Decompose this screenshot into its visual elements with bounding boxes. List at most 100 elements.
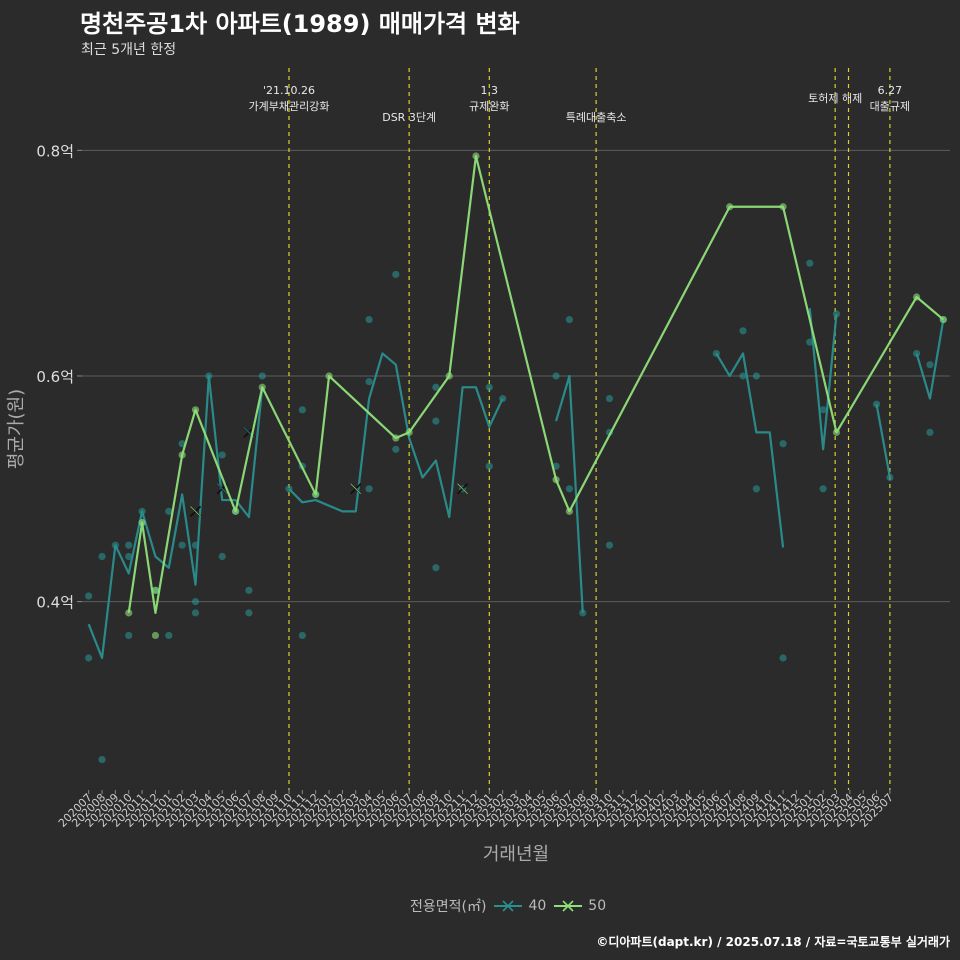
series-line-40 bbox=[875, 403, 891, 478]
data-point-40 bbox=[245, 609, 253, 617]
data-point-50 bbox=[231, 507, 240, 515]
legend: 전용면적(㎡) 40 50 bbox=[410, 896, 606, 916]
data-point-40 bbox=[752, 372, 760, 380]
data-point-50 bbox=[151, 631, 160, 640]
y-tick-label: 0.8억 bbox=[36, 142, 74, 160]
legend-title: 전용면적(㎡) bbox=[410, 899, 487, 915]
data-point-40 bbox=[779, 654, 787, 662]
data-point-50 bbox=[312, 490, 320, 499]
data-point-40 bbox=[485, 383, 493, 391]
data-point-40 bbox=[739, 327, 747, 335]
event-label: 가계부채관리강화 bbox=[249, 100, 330, 113]
data-point-50 bbox=[552, 476, 560, 484]
data-point-40 bbox=[165, 631, 173, 640]
data-point-50 bbox=[565, 507, 574, 515]
data-point-40 bbox=[205, 372, 213, 380]
data-point-40 bbox=[285, 485, 293, 493]
x-marker-stroke bbox=[216, 483, 228, 495]
x-marker-stroke bbox=[190, 505, 201, 517]
series-line-40 bbox=[87, 374, 264, 660]
data-point-40 bbox=[98, 755, 106, 764]
data-point-50 bbox=[258, 383, 266, 391]
data-point-40 bbox=[872, 400, 881, 408]
data-point-40 bbox=[258, 372, 266, 380]
event-label: 대출규제 bbox=[870, 100, 910, 113]
data-point-40 bbox=[218, 552, 226, 561]
data-point-40 bbox=[779, 440, 787, 448]
data-point-40 bbox=[432, 383, 440, 391]
data-point-40 bbox=[485, 462, 493, 470]
data-point-40 bbox=[913, 349, 921, 358]
x-marker-50 bbox=[456, 483, 469, 495]
event-label: 규제완화 bbox=[469, 100, 509, 113]
legend-swatch-40 bbox=[494, 900, 523, 912]
data-point-40 bbox=[605, 394, 614, 403]
data-point-50 bbox=[178, 451, 186, 459]
x-marker-50 bbox=[189, 505, 202, 517]
data-point-50 bbox=[726, 203, 734, 211]
data-point-40 bbox=[85, 592, 93, 600]
x-marker-stroke bbox=[457, 483, 468, 495]
data-point-40 bbox=[125, 552, 133, 561]
data-point-40 bbox=[432, 564, 440, 572]
series-line-40 bbox=[808, 308, 838, 451]
series-line-40 bbox=[555, 374, 584, 613]
data-point-50 bbox=[779, 203, 787, 211]
data-point-40 bbox=[432, 417, 440, 425]
data-point-40 bbox=[218, 451, 226, 459]
legend-swatch-50 bbox=[554, 900, 583, 912]
event-label: 6.27 bbox=[878, 84, 903, 97]
x-marker-50 bbox=[350, 483, 362, 495]
event-label: 토허제 해제 bbox=[808, 91, 862, 105]
data-point-40 bbox=[565, 485, 574, 493]
data-point-50 bbox=[405, 428, 413, 436]
data-point-50 bbox=[832, 428, 841, 436]
data-point-40 bbox=[819, 485, 827, 493]
data-point-50 bbox=[939, 315, 947, 324]
data-point-40 bbox=[178, 541, 186, 549]
legend-label-40: 40 bbox=[528, 898, 547, 914]
data-point-40 bbox=[365, 315, 373, 324]
series-line-40 bbox=[915, 319, 945, 400]
legend-item-40: 40 bbox=[494, 898, 546, 914]
series-line-50 bbox=[127, 154, 945, 614]
data-point-40 bbox=[752, 485, 760, 493]
data-point-40 bbox=[191, 541, 200, 549]
data-point-40 bbox=[926, 361, 934, 369]
data-point-40 bbox=[552, 372, 560, 380]
data-point-40 bbox=[886, 473, 894, 482]
source-footer: ©디아파트(dapt.kr) / 2025.07.18 / 자료=국토교통부 실… bbox=[596, 935, 950, 949]
data-point-40 bbox=[819, 406, 827, 414]
data-point-40 bbox=[125, 541, 133, 549]
data-point-50 bbox=[151, 586, 160, 594]
data-point-50 bbox=[472, 152, 480, 160]
data-point-40 bbox=[499, 394, 507, 403]
event-label: '21.10.26 bbox=[263, 84, 315, 97]
event-label: 특례대출축소 bbox=[566, 111, 627, 124]
data-point-40 bbox=[806, 338, 814, 346]
data-point-40 bbox=[138, 507, 146, 515]
data-point-40 bbox=[806, 259, 814, 267]
x-marker-stroke bbox=[350, 483, 362, 495]
data-point-40 bbox=[365, 378, 373, 386]
chart-title: 명천주공1차 아파트(1989) 매매가격 변화 bbox=[80, 10, 520, 38]
data-point-40 bbox=[245, 586, 253, 594]
data-point-50 bbox=[325, 372, 333, 380]
data-point-40 bbox=[85, 654, 93, 662]
data-point-40 bbox=[125, 631, 133, 640]
data-point-40 bbox=[392, 445, 400, 453]
y-axis-title: 평균가(원) bbox=[6, 389, 27, 469]
y-tick-label: 0.6억 bbox=[36, 368, 74, 386]
event-label: 1.3 bbox=[481, 84, 499, 97]
data-point-50 bbox=[392, 434, 400, 442]
data-point-40 bbox=[712, 349, 720, 358]
legend-label-50: 50 bbox=[588, 898, 607, 914]
data-point-50 bbox=[913, 293, 921, 301]
data-point-40 bbox=[298, 406, 306, 414]
data-point-40 bbox=[365, 485, 373, 493]
data-point-40 bbox=[298, 631, 306, 640]
series-line-40 bbox=[715, 352, 785, 548]
data-point-40 bbox=[926, 428, 934, 436]
data-point-50 bbox=[191, 406, 200, 414]
